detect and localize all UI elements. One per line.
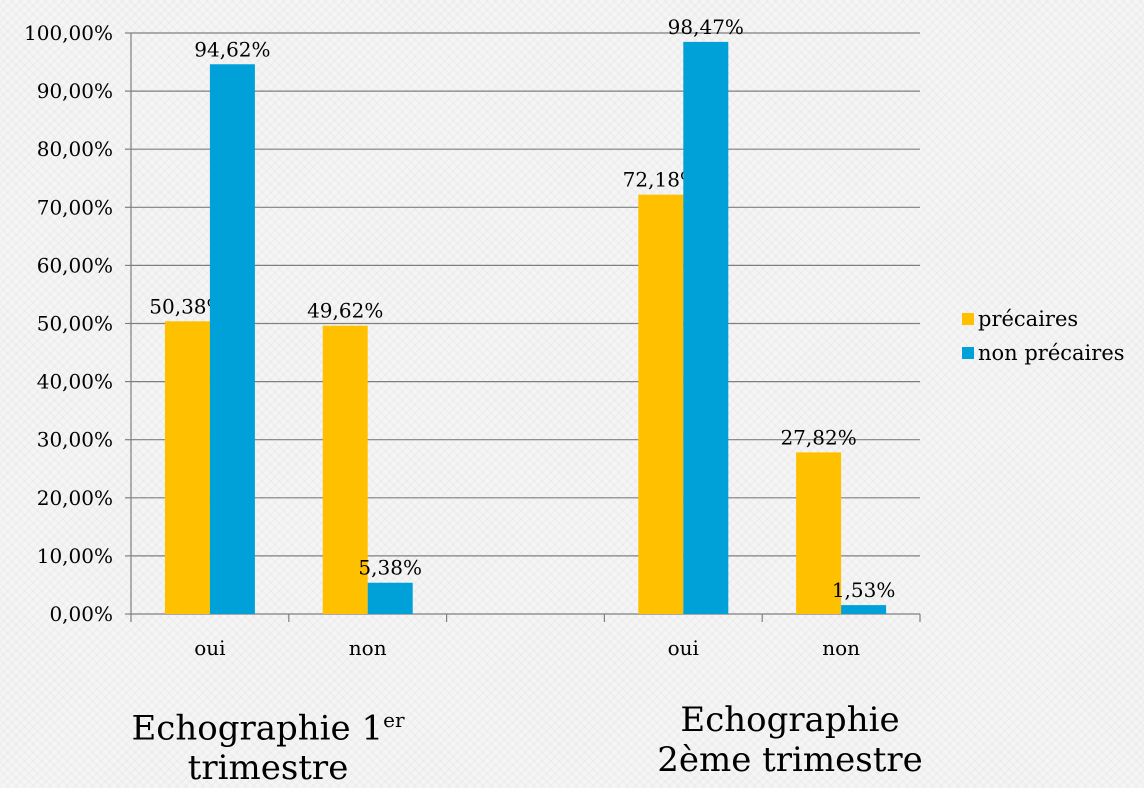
y-tick-label: 80,00% — [37, 137, 113, 161]
bar-precaires — [796, 452, 842, 614]
legend-swatch-precaires — [962, 313, 974, 325]
data-label: 1,53% — [832, 578, 896, 602]
data-label: 98,47% — [668, 15, 744, 39]
y-tick-label: 20,00% — [37, 486, 113, 510]
data-label: 49,62% — [307, 299, 383, 323]
bar-non-precaires — [367, 582, 413, 614]
legend-item-non-precaires: non précaires — [962, 340, 1125, 366]
group-caption-first-line2: trimestre — [187, 748, 349, 788]
bar-non-precaires — [841, 605, 887, 614]
legend-item-precaires: précaires — [962, 306, 1125, 332]
y-tick-label: 30,00% — [37, 428, 113, 452]
legend: précaires non précaires — [962, 306, 1125, 374]
bar-precaires — [638, 194, 684, 614]
y-tick-label: 10,00% — [37, 544, 113, 568]
bar-precaires — [164, 321, 210, 614]
group-caption-first-sup: er — [383, 708, 405, 732]
y-tick-label: 60,00% — [37, 253, 113, 277]
x-tick-label: non — [349, 636, 387, 660]
bar-non-precaires — [683, 41, 729, 615]
group-caption-first-line1: Echographie 1 — [131, 708, 384, 749]
group-caption-first: Echographie 1er trimestre — [118, 700, 418, 788]
bar-non-precaires — [209, 64, 255, 614]
y-tick-label: 40,00% — [37, 370, 113, 394]
data-label: 27,82% — [780, 425, 856, 449]
x-tick-label: oui — [668, 636, 699, 660]
y-tick-label: 70,00% — [37, 195, 113, 219]
y-tick-label: 100,00% — [24, 21, 113, 45]
data-label: 5,38% — [358, 556, 422, 580]
data-label: 94,62% — [194, 37, 270, 61]
y-tick-label: 0,00% — [49, 602, 113, 626]
legend-label-precaires: précaires — [978, 307, 1079, 331]
x-tick-label: non — [822, 636, 860, 660]
legend-swatch-non-precaires — [962, 347, 974, 359]
group-caption-second-line2: 2ème trimestre — [657, 740, 923, 780]
group-caption-second: Echographie 2ème trimestre — [640, 700, 940, 780]
y-tick-label: 50,00% — [37, 312, 113, 336]
group-caption-second-line1: Echographie — [680, 700, 900, 740]
bar-precaires — [322, 325, 368, 614]
legend-label-non-precaires: non précaires — [978, 341, 1125, 365]
x-tick-label: oui — [194, 636, 225, 660]
y-tick-label: 90,00% — [37, 79, 113, 103]
